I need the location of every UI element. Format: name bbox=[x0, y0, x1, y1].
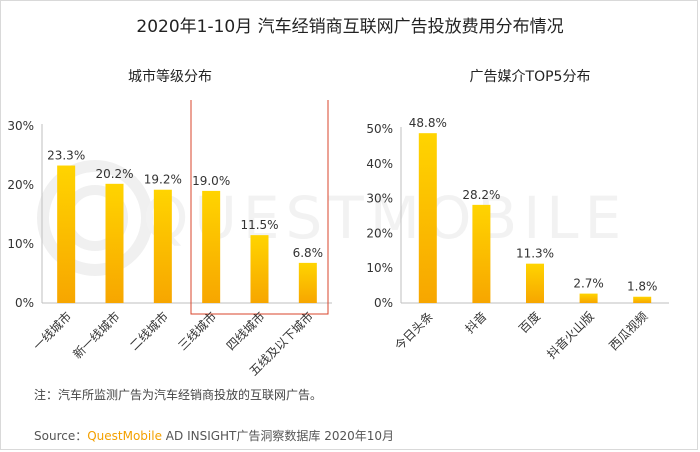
city-tier-bar-chart: 0% 10% 20% 30% 23.3% 一线城市 20.2% 新一线城市 19.2% 二线城市 1… bbox=[7, 100, 332, 379]
category-label: 今日头条 bbox=[391, 309, 436, 354]
y-tick-label: 0% bbox=[15, 296, 34, 310]
bar-value-label: 11.3% bbox=[516, 247, 554, 261]
bar-value-label: 11.5% bbox=[240, 218, 278, 232]
bar bbox=[579, 293, 598, 303]
bar-value-label: 48.8% bbox=[409, 116, 447, 130]
bar-value-label: 2.7% bbox=[573, 277, 604, 291]
main-title: 2020年1-10月 汽车经销商互联网广告投放费用分布情况 bbox=[136, 17, 564, 37]
highlight-box bbox=[190, 100, 329, 315]
bar-value-label: 1.8% bbox=[627, 280, 658, 294]
y-tick-label: 50% bbox=[366, 122, 393, 136]
bar-value-label: 28.2% bbox=[462, 188, 500, 202]
bar bbox=[526, 263, 544, 303]
media-top5-bar-chart: 0% 10% 20% 30% 40% 50% 48.8% 今日头条 28.2% 抖音 11.3% 百度… bbox=[366, 116, 669, 362]
category-label: 二线城市 bbox=[126, 309, 171, 354]
y-tick-label: 10% bbox=[7, 237, 34, 251]
source-suffix: AD INSIGHT广告洞察数据库 2020年10月 bbox=[161, 429, 395, 443]
bar-value-label: 23.3% bbox=[47, 149, 85, 163]
source-brand: QuestMobile bbox=[87, 429, 162, 443]
y-tick-label: 40% bbox=[366, 157, 393, 171]
category-label: 四线城市 bbox=[223, 309, 268, 354]
bar bbox=[472, 204, 491, 303]
category-label: 新一线城市 bbox=[70, 309, 123, 362]
category-label: 百度 bbox=[516, 309, 544, 337]
y-tick-label: 20% bbox=[366, 226, 393, 240]
bar-value-label: 6.8% bbox=[293, 246, 324, 260]
bar bbox=[250, 235, 269, 303]
y-tick-label: 30% bbox=[7, 119, 34, 133]
bar bbox=[418, 133, 437, 303]
bar-value-label: 20.2% bbox=[95, 167, 133, 181]
bar-value-label: 19.0% bbox=[192, 174, 230, 188]
y-tick-label: 0% bbox=[374, 296, 393, 310]
bar bbox=[153, 189, 172, 303]
y-tick-label: 20% bbox=[7, 178, 34, 192]
bar bbox=[105, 183, 124, 303]
y-tick-label: 30% bbox=[366, 192, 393, 206]
y-tick-label: 10% bbox=[366, 261, 393, 275]
source-line: Source：QuestMobile AD INSIGHT广告洞察数据库 202… bbox=[34, 427, 394, 444]
source-prefix: Source： bbox=[34, 429, 88, 443]
bar bbox=[633, 296, 652, 303]
category-label: 抖音火山版 bbox=[544, 309, 597, 362]
category-label: 三线城市 bbox=[175, 309, 220, 354]
category-label: 抖音 bbox=[462, 309, 490, 337]
footnote: 注：汽车所监测广告为汽车经销商投放的互联网广告。 bbox=[34, 388, 323, 402]
right-chart-title: 广告媒介TOP5分布 bbox=[469, 69, 591, 85]
bar bbox=[298, 262, 317, 303]
bar bbox=[57, 165, 76, 303]
category-label: 一线城市 bbox=[30, 309, 75, 354]
bar-value-label: 19.2% bbox=[144, 173, 182, 187]
category-label: 西瓜视频 bbox=[606, 309, 651, 354]
bar bbox=[202, 190, 221, 303]
left-chart-title: 城市等级分布 bbox=[128, 69, 212, 85]
